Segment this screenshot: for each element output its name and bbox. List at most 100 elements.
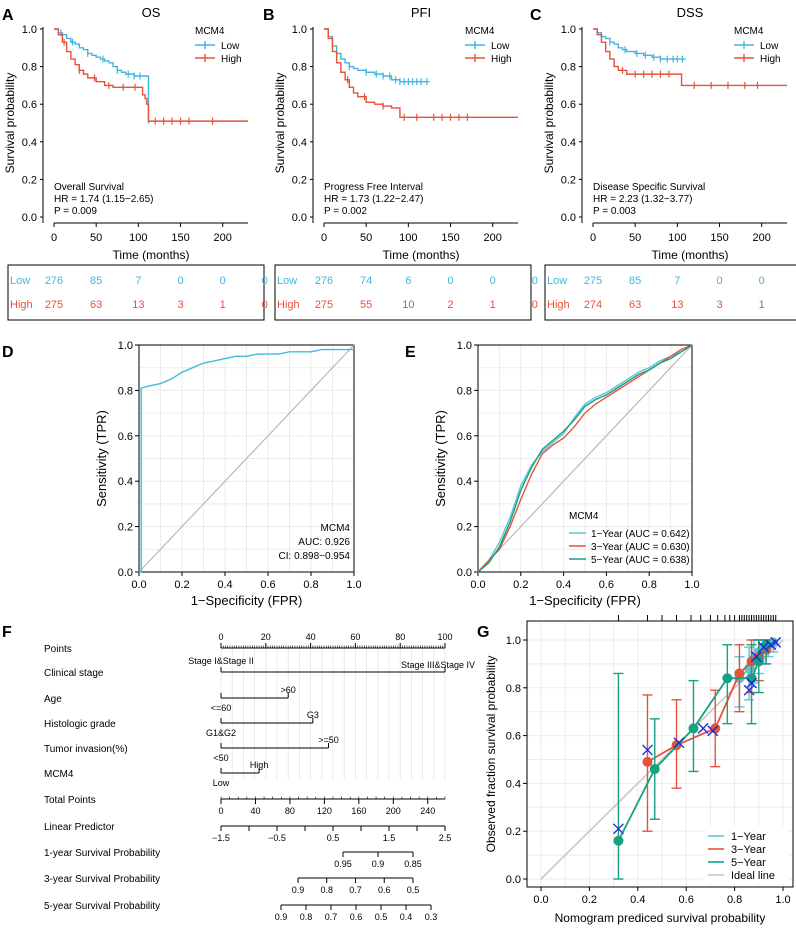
panel-letter-a: A [2,7,14,24]
risk-table-frame [7,264,265,321]
chart-title: OS [142,5,161,20]
x-tick-label: 1.0 [346,579,361,591]
y-axis-title: Survival probability [542,73,556,174]
calibration-point [613,835,624,846]
x-tick-label: 0 [321,232,327,244]
risk-table-row-label: Low [547,275,567,287]
legend-label: 3−Year [731,844,766,856]
observed-cross [750,651,762,663]
risk-table-row-label: High [277,299,300,311]
y-tick-label: 1.0 [457,340,472,352]
nomogram-row-label: Total Points [44,795,96,806]
y-tick-label: 0.8 [561,62,576,74]
roc-curve-0 [477,344,693,573]
y-tick-label: 0.0 [561,212,576,224]
y-tick-label: 0.4 [118,476,133,488]
observed-cross [673,737,685,749]
y-tick-label: 0.2 [22,174,37,186]
y-tick-label: 0.2 [292,174,307,186]
legend-label: 1−Year (AUC = 0.642) [591,529,690,540]
risk-table-cell: 6 [405,275,411,287]
nomogram-tick-label: 40 [250,806,260,816]
y-tick-label: 0.0 [292,212,307,224]
calibration-point [649,764,660,775]
cross-stroke [612,823,624,835]
nomogram-tick-label: 1.5 [383,833,396,843]
nomogram-tick-label: <50 [213,753,228,763]
nomogram-tick-label: 0.8 [300,912,313,922]
risk-table-cell: 85 [629,275,641,287]
x-tick-label: 100 [668,232,686,244]
nomogram-tick-label: 160 [351,806,366,816]
cross-stroke [697,722,709,734]
nomogram-tick-label: High [250,760,269,770]
calibration-point [688,723,699,734]
x-tick-label: 50 [629,232,641,244]
legend-title: MCM4 [734,26,764,37]
nomogram-tick-label: G3 [307,710,319,720]
chart-title: PFI [411,5,431,20]
nomogram-row-label: Tumor invasion(%) [44,744,128,755]
nomogram-tick-label: −1.5 [212,833,230,843]
y-tick-label: 1.0 [506,635,521,647]
risk-table-cell: 1 [220,299,226,311]
y-tick-label: 0.0 [22,212,37,224]
risk-table-cell: 0 [759,275,765,287]
legend-label: Low [760,41,779,52]
nomogram-tick-label: 0.85 [404,859,422,869]
annotation-line: Disease Specific Survival [593,182,705,193]
nomogram-tick-label: <=60 [211,703,232,713]
nomogram-tick-label: 0.6 [378,885,391,895]
cross-stroke [758,641,770,653]
nomogram-tick-label: Low [213,778,230,788]
cross-stroke [746,677,758,689]
calibration-point [642,756,653,767]
x-tick-label: 0.0 [470,579,485,591]
x-axis-title: Time (months) [383,248,460,262]
y-tick-label: 0.4 [561,137,576,149]
nomogram-tick-label: >=50 [318,735,339,745]
risk-table-cell: 276 [45,275,63,287]
chance-diagonal [138,344,355,573]
risk-table-cell: 0 [447,275,453,287]
x-tick-label: 0 [590,232,596,244]
nomogram-tick-label: 0.7 [349,885,362,895]
risk-table-cell: 63 [629,299,641,311]
y-tick-label: 0.2 [118,522,133,534]
nomogram-row-label: Points [44,644,72,655]
cross-stroke [750,651,762,663]
y-tick-label: 0.4 [506,778,521,790]
x-tick-label: 50 [90,232,102,244]
x-tick-label: 0.8 [727,894,742,906]
nomogram-tick-label: 0 [218,632,223,642]
nomogram-tick-label: 0.95 [334,859,352,869]
cross-stroke [673,737,685,749]
panel-letter-c: C [530,7,542,24]
y-axis-title: Survival probability [3,73,17,174]
legend-title: MCM4 [465,26,495,37]
x-axis-title: 1−Specificity (FPR) [529,593,641,608]
km-curve-high [593,28,787,87]
risk-table-cell: 7 [135,275,141,287]
risk-table-cell: 3 [716,299,722,311]
y-axis-title: Survival probability [273,73,287,174]
nomogram-tick-label: Stage I&Stage II [188,656,254,666]
nomogram-tick-label: 0.7 [325,912,338,922]
legend-title: MCM4 [569,511,599,522]
risk-table-cell: 63 [90,299,102,311]
x-axis-title: 1−Specificity (FPR) [191,593,303,608]
nomogram-tick-label: Stage III&Stage IV [401,660,475,670]
y-tick-label: 0.2 [506,826,521,838]
nomogram-tick-label: 0.5 [407,885,420,895]
y-axis-title: Sensitivity (TPR) [433,410,448,507]
risk-table-cell: 0 [490,275,496,287]
nomogram-tick-label: 0.4 [400,912,413,922]
nomogram-tick-label: 80 [285,806,295,816]
x-tick-label: 0.6 [599,579,614,591]
y-tick-label: 0.6 [292,99,307,111]
risk-table-row-label: Low [277,275,297,287]
calibration-panel: 0.0 0.2 0.4 0.6 0.8 1.0 0.0 0.2 0.4 0.6 0.8 1.0 Nomo… [484,615,794,925]
risk-table-cell: 0 [220,275,226,287]
y-tick-label: 0.8 [457,385,472,397]
